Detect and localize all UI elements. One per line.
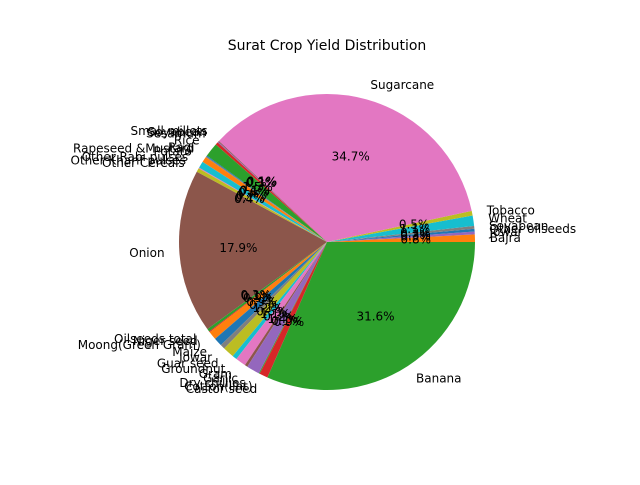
slice-label-potato-13: Potato: [154, 144, 192, 158]
slice-label-moong-green-gram-20: Moong(Green Gram): [78, 338, 201, 352]
slice-percent-groundnut-24: 0.5%: [256, 304, 287, 318]
slice-percent-castor-seed-29: 0.9%: [274, 315, 305, 329]
pie-slice-potato-13: [202, 157, 327, 242]
slice-label-other-cereals-16: Other Cereals: [102, 156, 185, 170]
slice-percent-moong-green-gram-20: 0.9%: [243, 291, 274, 305]
chart-title: Surat Crop Yield Distribution: [228, 38, 427, 54]
pie-slice-guar-seed-23: [224, 242, 327, 357]
pie-slice-wheat-4: [327, 215, 475, 242]
slice-label-maize-21: Maize: [172, 345, 207, 359]
slice-percent-small-millets-7: 0.1%: [247, 175, 278, 189]
slice-percent-maize-21: 0.9%: [246, 295, 277, 309]
slice-label-sugarcane-6: Sugarcane: [370, 78, 434, 92]
pie-slice-jowar-22: [220, 242, 327, 349]
slice-percent-wheat-4: 1.1%: [400, 222, 431, 236]
pie-slice-dry-chillies-27: [247, 242, 327, 374]
slice-percent-other-oilseeds-2: 0.3%: [400, 228, 431, 242]
slice-percent-other-cereals-16: 0.4%: [234, 192, 265, 206]
slice-percent-bajra-0: 0.8%: [401, 233, 432, 247]
slice-label-rice-10: Rice: [174, 134, 200, 148]
pie-slice-small-millets-7: [218, 140, 327, 242]
slice-percent-tobacco-5: 0.5%: [399, 218, 430, 232]
slice-percent-onion-17: 17.9%: [219, 241, 257, 255]
slice-label-guar-seed-23: Guar seed: [157, 356, 219, 370]
slice-label-other-kharif-pulses-15: Other Kharif pulses: [71, 154, 186, 168]
pie-slice-gram-25: [236, 242, 327, 366]
pie-slice-sesamum-9: [215, 142, 327, 242]
slice-label-tobacco-5: Tobacco: [486, 203, 535, 217]
pie-slice-tobacco-5: [327, 210, 473, 242]
pie-slice-castor-seed-29: [259, 242, 327, 378]
slice-percent-garlic-26: 0.3%: [263, 309, 294, 323]
slice-percent-soyabean-3: 0.3%: [400, 226, 431, 240]
pie-slice-jowar-1: [327, 231, 475, 242]
pie-slice-rapeseed-mustard-12: [205, 156, 327, 242]
slice-label-soyabean-3: Soyabean: [489, 219, 548, 233]
slice-percent-other-kharif-pulses-15: 0.1%: [235, 191, 266, 205]
slice-label-oilseeds-total-18: Oilseeds total: [114, 332, 196, 346]
slice-percent-jowar-1: 0.3%: [400, 230, 431, 244]
pie-slice-other-rabi-pulses-14: [199, 161, 327, 242]
slice-percent-banana-30: 31.6%: [356, 309, 394, 323]
slice-label-jowar-1: Jowar: [489, 225, 523, 239]
slice-percent-potato-13: 0.6%: [238, 186, 269, 200]
slice-label-garlic-26: Garlic: [203, 371, 238, 385]
slice-label-bajra-0: Bajra: [490, 231, 521, 245]
slice-label-small-millets-7: Small millets: [131, 124, 208, 138]
slice-percent-gram-25: 1.1%: [260, 307, 291, 321]
slice-percent-rapeseed-mustard-12: 0.1%: [239, 184, 270, 198]
slice-percent-rice-10: 1.5%: [242, 180, 273, 194]
slice-label-soyabean-8: Soyabean: [148, 125, 207, 139]
pie-slices: [178, 94, 475, 390]
pie-slice-maize-21: [215, 242, 327, 346]
slice-label-niger-seed-19: Niger seed: [133, 334, 198, 348]
pie-slice-groundnut-24: [232, 242, 327, 360]
slice-label-other-rabi-pulses-14: Other Rabi pulses: [82, 150, 189, 164]
slice-label-sesamum-9: Sesamum: [146, 127, 206, 141]
slice-label-castor-seed-29: Castor seed: [186, 382, 257, 396]
slice-label-onion-17: Onion: [129, 246, 164, 260]
slice-percent-sugarcane-6: 34.7%: [332, 149, 370, 163]
slice-percent-niger-seed-19: 0.1%: [241, 289, 272, 303]
slice-label-banana-30: Banana: [416, 371, 462, 385]
pie-slice-ragi-11: [206, 155, 327, 242]
slice-label-cotton-lint-28: Cotton(lint): [184, 380, 252, 394]
slice-percent-sesamum-9: 0.3%: [246, 176, 277, 190]
slice-label-ragi-11: Ragi: [168, 140, 194, 154]
slice-percent-guar-seed-23: 1.2%: [253, 301, 284, 315]
slice-percent-soyabean-8: 0.1%: [246, 175, 277, 189]
pie-slice-bajra-0: [327, 234, 475, 242]
slice-percent-cotton-lint-28: 0.1%: [271, 314, 302, 328]
slice-percentages: 0.8%0.3%0.3%0.3%1.1%0.5%34.7%0.1%0.1%0.3…: [219, 149, 431, 329]
pie-slice-soyabean-3: [327, 225, 475, 242]
slice-label-wheat-4: Wheat: [488, 212, 527, 226]
slice-percent-jowar-22: 0.5%: [249, 298, 280, 312]
slice-percent-oilseeds-total-18: 0.3%: [240, 288, 271, 302]
pie-slice-rice-10: [206, 144, 327, 242]
pie-slice-moong-green-gram-20: [209, 242, 327, 339]
pie-slice-cotton-lint-28: [258, 242, 327, 374]
slice-label-groundnut-24: Groundnut: [161, 362, 225, 376]
pie-slice-other-cereals-16: [196, 168, 327, 242]
slice-label-rapeseed-mustard-12: Rapeseed &Mustard: [73, 141, 194, 155]
slice-label-dry-chillies-27: Dry chillies: [179, 376, 245, 390]
slice-label-gram-25: Gram: [199, 367, 232, 381]
slice-percent-dry-chillies-27: 1.4%: [267, 312, 298, 326]
pie-slice-sugarcane-6: [218, 94, 472, 242]
slice-label-jowar-22: Jowar: [178, 350, 212, 364]
slice-percent-ragi-11: 0.1%: [239, 183, 270, 197]
slice-label-other-oilseeds-2: Other oilseeds: [489, 222, 576, 236]
pie-slice-soyabean-8: [217, 141, 327, 242]
pie-slice-garlic-26: [244, 242, 327, 367]
pie-slice-other-oilseeds-2: [327, 228, 475, 242]
pie-slice-banana-30: [267, 242, 475, 390]
pie-slice-other-kharif-pulses-15: [198, 167, 327, 242]
slice-percent-other-rabi-pulses-14: 0.7%: [236, 189, 267, 203]
pie-slice-niger-seed-19: [209, 242, 327, 333]
pie-slice-onion-17: [178, 171, 327, 330]
pie-slice-oilseeds-total-18: [207, 242, 327, 332]
